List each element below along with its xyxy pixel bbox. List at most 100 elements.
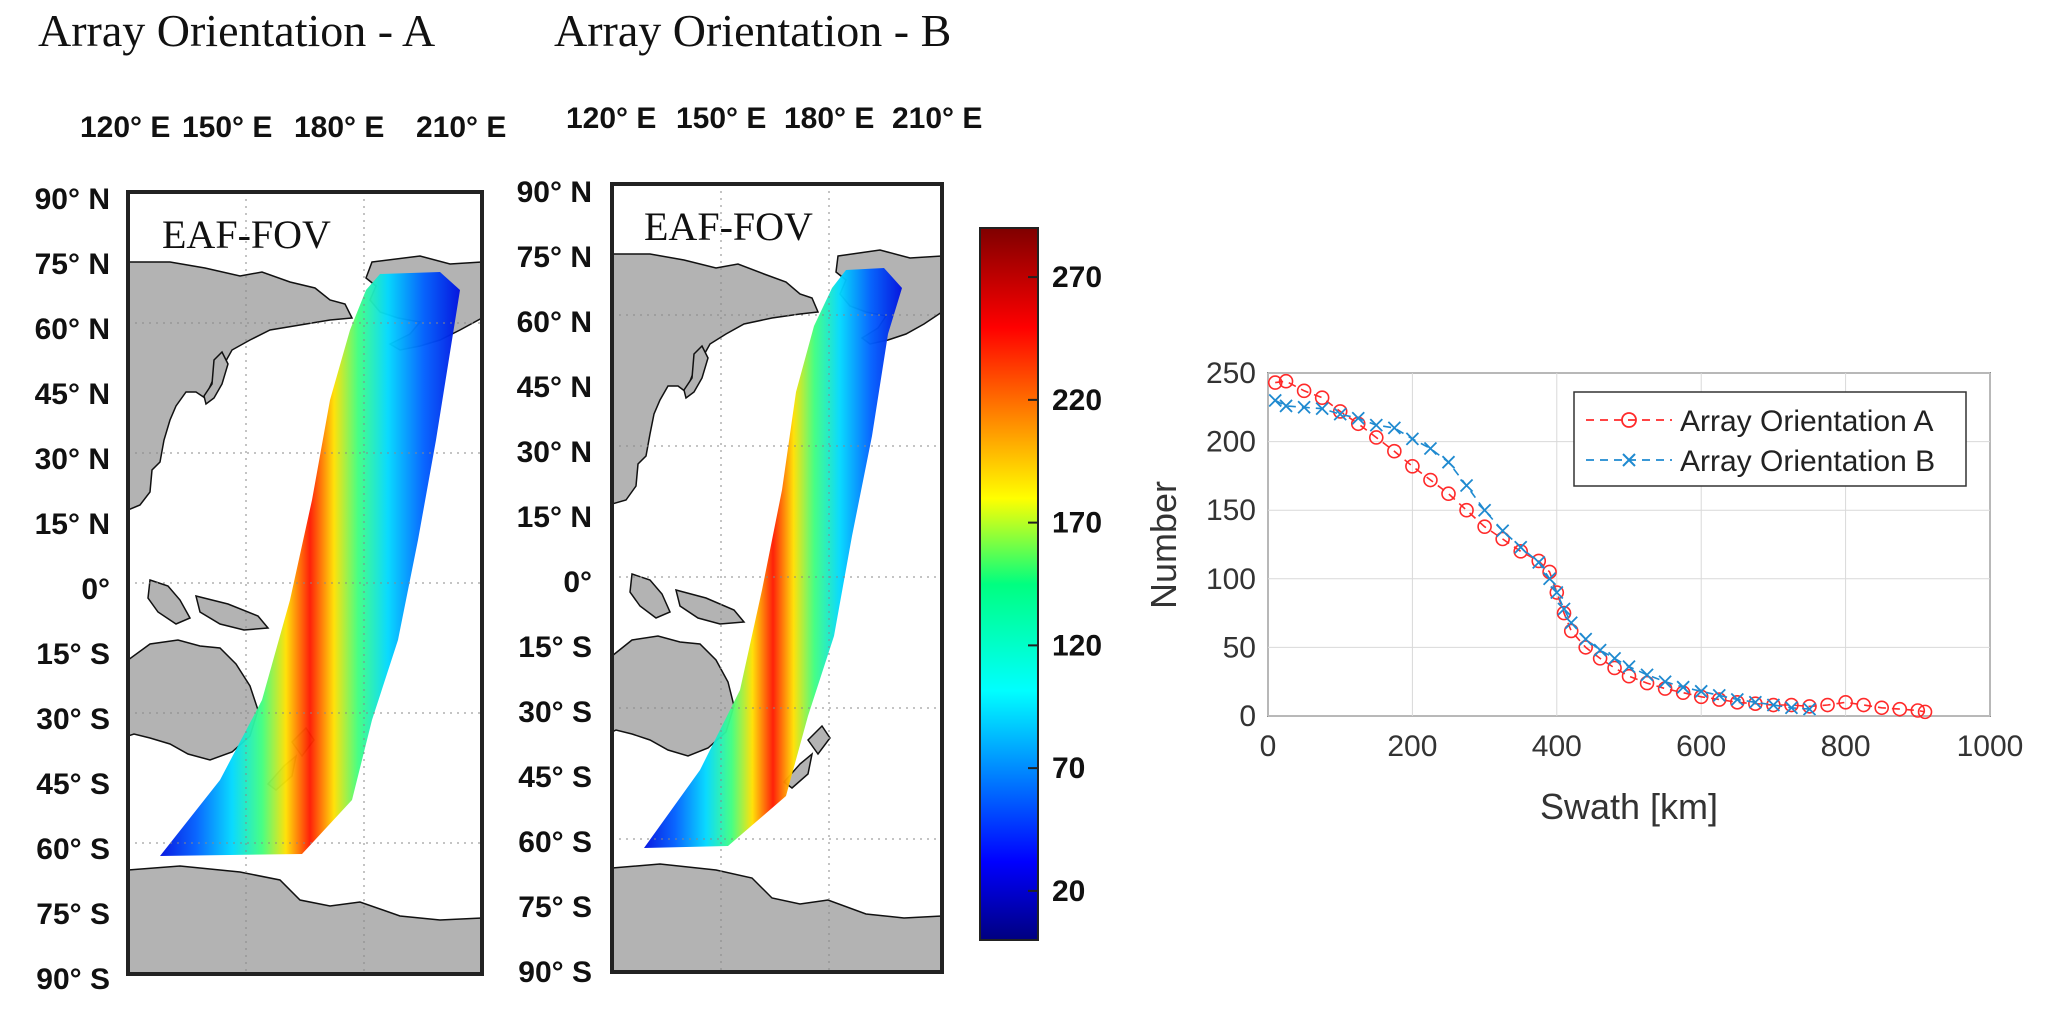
- data-point-a: [1563, 623, 1579, 639]
- data-point-b: [1784, 701, 1799, 715]
- data-point-b: [1315, 402, 1329, 416]
- map-b-lat-tick: 30° N: [517, 436, 592, 469]
- map-b-land-newguinea: [674, 588, 746, 625]
- data-point-b: [1514, 540, 1528, 554]
- data-point-a: [1802, 699, 1817, 714]
- series-line-b: [1274, 399, 1810, 710]
- line-chart: 0 200 400 600 800 1000 0 50 100 150 200 250 Swath …: [1143, 357, 2023, 827]
- map-a-swath: [160, 272, 460, 856]
- data-point-b: [1712, 688, 1726, 703]
- data-point-a: [1621, 668, 1637, 684]
- map-a-grid: [128, 192, 482, 974]
- y-axis-label: Number: [1143, 481, 1184, 609]
- map-a-land-newguinea: [194, 594, 270, 631]
- data-point-b: [1622, 659, 1636, 674]
- series-array-orientation-b: [1268, 393, 1817, 716]
- data-point-a: [1556, 605, 1572, 621]
- data-point-b: [1676, 680, 1690, 694]
- data-point-a: [1607, 660, 1622, 676]
- data-point-b: [1477, 503, 1492, 517]
- data-point-a: [1820, 697, 1835, 713]
- data-point-b: [1351, 411, 1365, 425]
- data-point-b: [1459, 478, 1474, 493]
- data-point-b: [1268, 393, 1282, 408]
- map-a-land-borneo: [147, 578, 192, 625]
- map-a-lat-tick: 75° N: [35, 248, 110, 281]
- legend: Array Orientation A Array Orientation B: [1573, 391, 1967, 487]
- map-b-lat-tick: 15° N: [517, 501, 592, 534]
- y-tick-label: 250: [1206, 357, 1256, 390]
- colorbar-ticks: 20 70 120 170 220 270: [1028, 261, 1102, 908]
- data-point-a: [1838, 694, 1853, 710]
- data-point-b: [1640, 668, 1654, 682]
- map-a-frame: [126, 190, 484, 976]
- data-point-a: [1874, 700, 1889, 716]
- map-b-lat-tick: 45° N: [517, 371, 592, 404]
- data-point-a: [1267, 375, 1283, 390]
- map-a-lon-ticks: 120° E 150° E 180° E 210° E: [80, 111, 506, 144]
- data-point-b: [1579, 632, 1593, 646]
- data-point-b: [1694, 684, 1708, 698]
- map-a-lat-tick: 60° S: [36, 833, 110, 866]
- data-point-b: [1423, 441, 1438, 456]
- x-axis-label: Swath [km]: [1540, 786, 1718, 827]
- map-b-lat-tick: 0°: [563, 566, 592, 599]
- data-point-a: [1423, 472, 1438, 488]
- data-point-b: [1542, 572, 1557, 586]
- map-b-lat-tick: 15° S: [518, 631, 592, 664]
- data-point-a: [1711, 692, 1727, 707]
- map-a-lon-tick-210: 210° E: [416, 111, 506, 144]
- map-b-lat-tick: 30° S: [518, 696, 592, 729]
- y-tick-label: 100: [1206, 563, 1256, 596]
- map-b-land-asia: [612, 253, 820, 505]
- map-a-lat-tick: 0°: [81, 573, 110, 606]
- data-point-a: [1387, 443, 1402, 459]
- map-panel-a: EAF-FOV 120° E 150° E 180° E 210° E 90° …: [35, 111, 507, 996]
- map-a-lat-tick: 90° S: [36, 963, 110, 996]
- data-point-a: [1549, 585, 1565, 600]
- data-point-b: [1766, 698, 1781, 712]
- map-a-lat-tick: 30° S: [36, 703, 110, 736]
- data-point-b: [1405, 432, 1420, 446]
- data-point-b: [1369, 418, 1383, 432]
- map-a-land-antarctica: [128, 865, 482, 974]
- map-b-land-antarctica: [612, 863, 942, 972]
- data-point-a: [1856, 697, 1871, 713]
- y-tick-label: 0: [1239, 700, 1256, 733]
- map-a-lat-tick: 45° N: [35, 378, 110, 411]
- data-point-a: [1917, 704, 1933, 720]
- map-a-lon-tick-180: 180° E: [294, 111, 384, 144]
- colorbar-gradient: [979, 227, 1039, 941]
- data-point-a: [1730, 694, 1745, 710]
- map-b-label: EAF-FOV: [644, 204, 813, 249]
- data-point-b: [1297, 400, 1311, 414]
- x-tick-label: 800: [1821, 730, 1871, 763]
- data-point-a: [1477, 519, 1492, 534]
- map-b-lon-tick-120: 120° E: [566, 102, 656, 135]
- data-point-a: [1405, 458, 1420, 474]
- colorbar-tick-label: 270: [1052, 261, 1102, 294]
- map-b-land-borneo: [629, 572, 671, 619]
- x-tick-label: 600: [1676, 730, 1726, 763]
- data-point-b: [1607, 651, 1622, 666]
- colorbar-tick-label: 220: [1052, 384, 1102, 417]
- map-a-lon-tick-150: 150° E: [182, 111, 272, 144]
- map-a-label: EAF-FOV: [162, 212, 331, 257]
- data-point-b: [1550, 585, 1564, 600]
- map-a-lat-tick: 30° N: [35, 443, 110, 476]
- legend-label-a: Array Orientation A: [1680, 405, 1933, 438]
- x-tick-label: 400: [1532, 730, 1582, 763]
- map-a-land-japan: [203, 350, 229, 406]
- data-point-a: [1766, 697, 1781, 713]
- data-point-a: [1578, 640, 1593, 655]
- map-b-land-japan: [683, 344, 709, 400]
- colorbar-tick-label: 70: [1052, 752, 1085, 785]
- x-tick-label: 0: [1260, 730, 1277, 763]
- map-a-lat-ticks: 90° N 75° N 60° N 45° N 30° N 15° N 0° 1…: [35, 183, 110, 996]
- data-point-b: [1557, 602, 1571, 616]
- map-a-land-asia: [128, 261, 354, 511]
- x-tick-label: 1000: [1957, 730, 2024, 763]
- map-b-lon-tick-180: 180° E: [784, 102, 874, 135]
- legend-label-b: Array Orientation B: [1680, 445, 1935, 478]
